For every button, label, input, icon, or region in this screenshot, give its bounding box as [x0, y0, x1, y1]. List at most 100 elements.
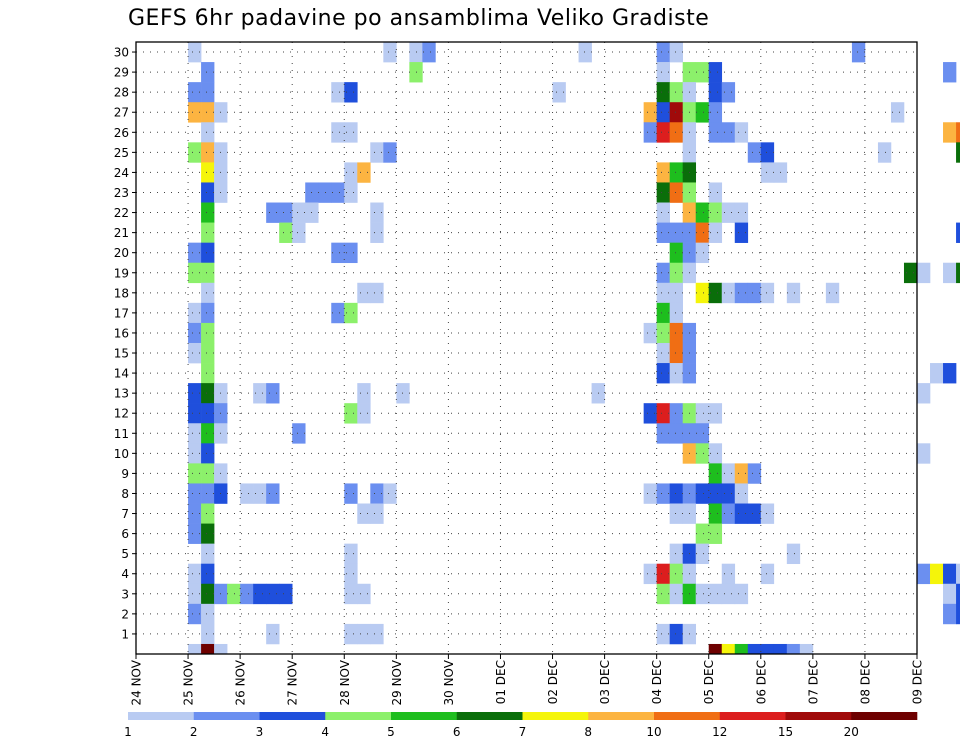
heatmap-cell-m21-t41 — [669, 222, 683, 243]
heatmap-cell-m27-t58 — [890, 102, 905, 123]
heatmap-cell-m27-t39 — [643, 102, 657, 123]
heatmap-cell-m6-t43 — [695, 523, 710, 544]
x-tick-label: 08 DEC — [858, 660, 872, 704]
heatmap-cell-m26-t16 — [344, 122, 358, 143]
heatmap-cell-m21-t40 — [656, 222, 670, 243]
heatmap-cell-m18-t47 — [747, 282, 762, 304]
legend-label: 4 — [321, 725, 329, 739]
heatmap-cell-m7-t48 — [760, 503, 775, 524]
legend-label: 10 — [646, 725, 661, 739]
heatmap-cell-m29-t43 — [695, 62, 710, 83]
heatmap-cell-m13-t10 — [266, 383, 280, 404]
heatmap-cell-m24-t16 — [344, 162, 358, 183]
heatmap-cell-m27-t4 — [188, 102, 202, 123]
heatmap-cell-m23-t14 — [318, 182, 332, 203]
heatmap-cell-m18-t17 — [357, 282, 371, 304]
heatmap-cell-m28-t41 — [669, 82, 683, 103]
heatmap-cell-m28-t15 — [331, 82, 345, 103]
heatmap-cell-m3-t10 — [266, 583, 280, 605]
heatmap-cell-m21-t43 — [695, 222, 710, 243]
heatmap-cell-m18-t44 — [708, 282, 723, 304]
y-tick-label: 25 — [114, 146, 129, 160]
heatmap-cell-m5-t16 — [344, 543, 358, 565]
heatmap-cell-m10-t60 — [917, 443, 931, 464]
x-tick-label: 25 NOV — [182, 659, 196, 705]
heatmap-cell-m20-t43 — [695, 242, 710, 264]
heatmap-cell-m18-t41 — [669, 282, 683, 304]
heatmap-cell-m3-t9 — [253, 583, 267, 605]
heatmap-cell-m26-t62 — [943, 122, 957, 143]
heatmap-cell-m8-t45 — [721, 483, 736, 504]
y-tick-label: 19 — [114, 266, 129, 280]
legend-label: 5 — [387, 725, 395, 739]
y-tick-label: 6 — [121, 527, 129, 541]
heatmap-cell-m10-t5 — [201, 443, 215, 464]
heatmap-cell-m11-t12 — [292, 423, 306, 444]
heatmap-cell-m9-t47 — [747, 463, 762, 484]
heatmap-cell-m1-t18 — [370, 623, 384, 645]
heatmap-cell-m22-t40 — [656, 202, 670, 223]
heatmap-cell-m18-t48 — [760, 282, 775, 304]
heatmap-cell-m15-t40 — [656, 342, 670, 364]
heatmap-cell-m28-t32 — [552, 82, 566, 103]
heatmap-cell-m8-t5 — [201, 483, 215, 504]
heatmap-cell-m14-t41 — [669, 363, 683, 384]
heatmap-cell-m9-t44 — [708, 463, 723, 484]
heatmap-cell-m7-t18 — [370, 503, 384, 524]
heatmap-cell-m3-t62 — [943, 583, 957, 605]
heatmap-cell-m2-t62 — [943, 603, 957, 625]
plot-frame — [135, 41, 918, 655]
heatmap-cell-m14-t40 — [656, 363, 670, 384]
heatmap-cell-m8-t10 — [266, 483, 280, 504]
heatmap-cell-m0-t44 — [708, 643, 723, 655]
heatmap-cell-m12-t41 — [669, 403, 683, 424]
heatmap-cell-m0-t49 — [773, 643, 788, 655]
heatmap-cell-m24-t41 — [669, 162, 683, 183]
heatmap-cell-m19-t41 — [669, 262, 683, 284]
heatmap-cell-m3-t17 — [357, 583, 371, 605]
heatmap-cell-m28-t45 — [721, 82, 736, 103]
legend-swatch — [193, 712, 260, 720]
legend-swatch — [456, 712, 523, 720]
y-tick-label: 12 — [114, 407, 129, 421]
heatmap-cell-m22-t44 — [708, 202, 723, 223]
heatmap-cell-m26-t46 — [734, 122, 749, 143]
heatmap-cells — [188, 42, 960, 655]
heatmap-cell-m21-t11 — [279, 222, 293, 243]
heatmap-cell-m30-t41 — [669, 42, 683, 63]
heatmap-cell-m6-t44 — [708, 523, 723, 544]
heatmap-cell-m1-t40 — [656, 623, 670, 645]
y-axis-ticks: 1234567891011121314151617181920212223242… — [114, 46, 136, 641]
heatmap-cell-m21-t46 — [734, 222, 749, 243]
y-tick-label: 1 — [121, 627, 129, 641]
heatmap-cell-m25-t4 — [188, 142, 202, 163]
heatmap-cell-m4-t40 — [656, 563, 670, 585]
y-tick-label: 10 — [114, 447, 129, 461]
chart-title: GEFS 6hr padavine po ansamblima Veliko G… — [128, 6, 710, 31]
legend-swatch — [128, 712, 195, 720]
x-tick-label: 27 NOV — [286, 659, 300, 705]
legend-swatch — [588, 712, 655, 720]
heatmap-cell-m30-t22 — [422, 42, 436, 63]
heatmap-cell-m22-t12 — [292, 202, 306, 223]
y-tick-label: 13 — [114, 387, 129, 401]
heatmap-cell-m19-t5 — [201, 262, 215, 284]
x-tick-label: 06 DEC — [754, 660, 768, 704]
legend-swatch — [325, 712, 392, 720]
x-tick-label: 07 DEC — [806, 660, 820, 704]
y-tick-label: 17 — [114, 306, 129, 320]
heatmap-cell-m25-t48 — [760, 142, 775, 163]
legend-label: 12 — [712, 725, 727, 739]
heatmap-cell-m26-t63 — [956, 122, 960, 143]
heatmap-cell-m22-t45 — [721, 202, 736, 223]
heatmap-cell-m18-t46 — [734, 282, 749, 304]
heatmap-cell-m7-t46 — [734, 503, 749, 524]
heatmap-cell-m30-t4 — [188, 42, 202, 63]
heatmap-cell-m20-t5 — [201, 242, 215, 264]
heatmap-cell-m23-t5 — [201, 182, 215, 203]
x-tick-label: 26 NOV — [234, 659, 248, 705]
x-tick-label: 29 NOV — [390, 659, 404, 705]
heatmap-cell-m27-t40 — [656, 102, 670, 123]
heatmap-cell-m19-t60 — [917, 262, 931, 284]
heatmap-cell-m20-t16 — [344, 242, 358, 264]
